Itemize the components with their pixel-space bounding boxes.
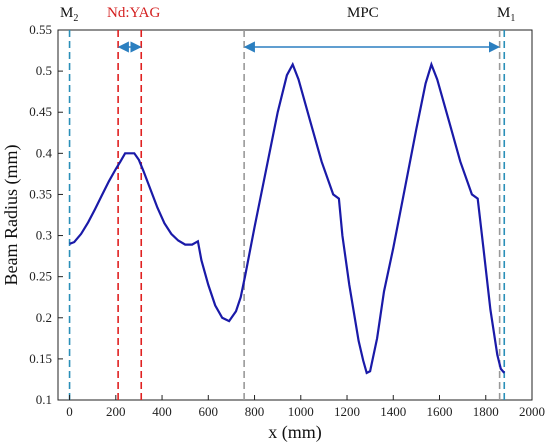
x-tick-label: 1600 <box>427 404 453 419</box>
y-tick-label: 0.5 <box>36 63 52 78</box>
y-axis-title: Beam Radius (mm) <box>1 145 22 286</box>
x-axis-title: x (mm) <box>268 422 322 443</box>
x-tick-label: 0 <box>66 404 73 419</box>
m1-label: M1 <box>497 5 515 24</box>
x-tick-label: 1200 <box>334 404 360 419</box>
plot-frame <box>57 29 533 401</box>
mpc-label: MPC <box>347 5 379 21</box>
y-tick-label: 0.4 <box>36 145 53 160</box>
m2-label: M2 <box>60 5 78 24</box>
y-tick-label: 0.55 <box>29 22 52 37</box>
y-tick-label: 0.45 <box>29 104 52 119</box>
x-tick-label: 1400 <box>380 404 406 419</box>
x-tick-label: 800 <box>245 404 265 419</box>
x-tick-label: 400 <box>152 404 172 419</box>
ndyag-label: Nd:YAG <box>107 5 161 21</box>
series-line <box>69 61 506 375</box>
x-tick-label: 2000 <box>519 404 545 419</box>
x-tick-label: 1000 <box>288 404 314 419</box>
y-tick-label: 0.1 <box>36 392 52 407</box>
y-tick-label: 0.15 <box>29 351 52 366</box>
x-tick-label: 200 <box>106 404 126 419</box>
x-tick-label: 600 <box>199 404 219 419</box>
y-tick-label: 0.25 <box>29 269 52 284</box>
x-tick-label: 1800 <box>473 404 499 419</box>
y-tick-label: 0.3 <box>36 228 52 243</box>
y-tick-label: 0.35 <box>29 186 52 201</box>
y-tick-label: 0.2 <box>36 310 52 325</box>
